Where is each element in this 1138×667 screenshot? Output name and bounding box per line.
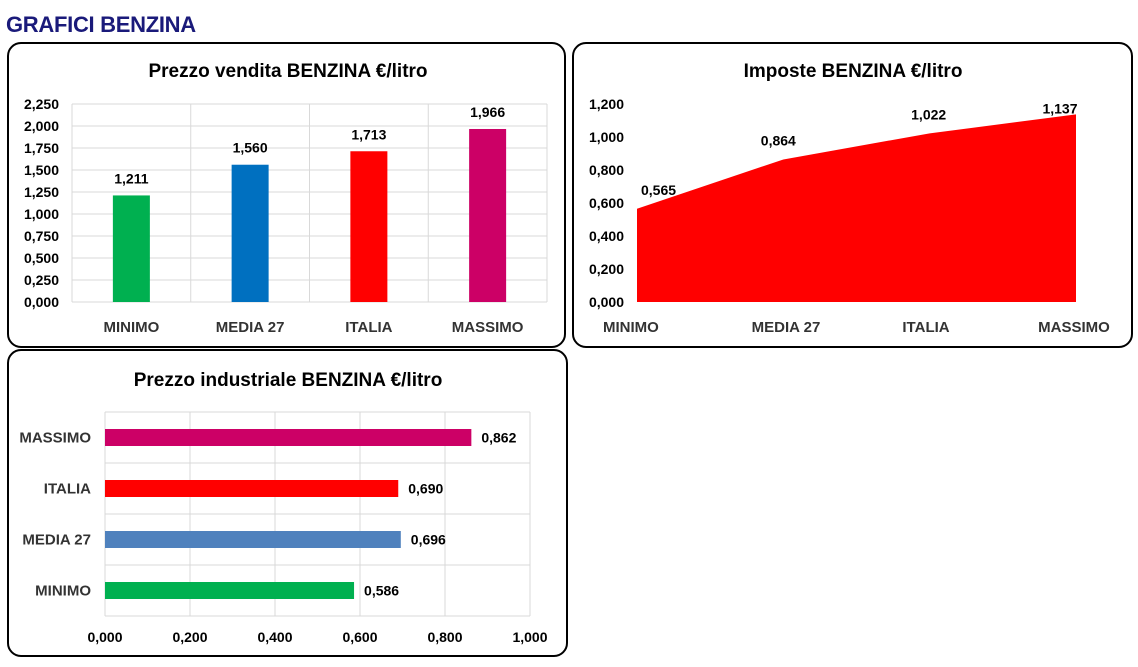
- x-tick-label: 0,600: [342, 629, 377, 645]
- data-label: 1,211: [114, 170, 148, 186]
- x-tick-label: ITALIA: [902, 319, 949, 336]
- y-tick-label: 0,750: [24, 228, 59, 244]
- chart-panel-prezzo-industriale: Prezzo industriale BENZINA €/litro 0,000 0…: [7, 349, 568, 657]
- bar: [105, 582, 355, 599]
- x-tick-label: 0,400: [257, 629, 292, 645]
- bar: [231, 164, 269, 302]
- y-tick-label: 0,000: [24, 294, 59, 310]
- y-tick-label: 1,000: [24, 206, 59, 222]
- chart-panel-imposte: Imposte BENZINA €/litro 0,000 0,200 0,400 0,…: [572, 42, 1133, 348]
- chart-title: Prezzo vendita BENZINA €/litro: [148, 61, 427, 82]
- bar: [105, 429, 472, 446]
- chart-panel-prezzo-vendita: Prezzo vendita BENZINA €/litro 0,000 0,250…: [7, 42, 566, 348]
- x-tick-label: MASSIMO: [452, 319, 524, 336]
- y-tick-label: 0,200: [589, 261, 624, 277]
- y-tick-label: 0,250: [24, 272, 59, 288]
- data-label: 0,586: [364, 583, 399, 599]
- horizontal-bar-chart: Prezzo industriale BENZINA €/litro 0,000 0…: [19, 370, 547, 645]
- area-series: [637, 114, 1076, 303]
- y-tick-label: 0,000: [589, 294, 624, 310]
- x-tick-label: 1,000: [512, 629, 547, 645]
- y-tick-label: 1,500: [24, 162, 59, 178]
- y-tick-label: 1,000: [589, 129, 624, 145]
- bar: [105, 531, 401, 548]
- data-label: 1,560: [233, 140, 268, 156]
- bar: [105, 480, 399, 497]
- y-tick-label: MINIMO: [35, 583, 91, 600]
- bar: [469, 128, 507, 302]
- area-chart: Imposte BENZINA €/litro 0,000 0,200 0,400 0,…: [589, 61, 1110, 336]
- y-tick-label: 0,600: [589, 195, 624, 211]
- y-tick-label: MASSIMO: [19, 430, 91, 447]
- data-label: 1,137: [1042, 100, 1077, 116]
- chart-title: Imposte BENZINA €/litro: [744, 61, 963, 82]
- data-label: 1,022: [911, 106, 946, 122]
- y-tick-label: ITALIA: [44, 481, 91, 498]
- bar: [112, 195, 150, 302]
- data-label: 1,713: [351, 126, 386, 142]
- x-tick-label: MEDIA 27: [752, 319, 821, 336]
- y-tick-label: 0,400: [589, 228, 624, 244]
- data-label: 0,690: [408, 481, 443, 497]
- y-tick-label: 1,750: [24, 140, 59, 156]
- x-tick-label: MINIMO: [603, 319, 659, 336]
- page-title: GRAFICI BENZINA: [6, 12, 196, 37]
- x-tick-label: 0,000: [87, 629, 122, 645]
- data-label: 0,864: [761, 132, 796, 148]
- y-tick-label: 2,250: [24, 96, 59, 112]
- y-tick-label: 1,200: [589, 96, 624, 112]
- y-tick-label: 2,000: [24, 118, 59, 134]
- x-tick-label: 0,200: [172, 629, 207, 645]
- data-label: 0,696: [411, 532, 446, 548]
- x-tick-label: MASSIMO: [1038, 319, 1110, 336]
- y-tick-label: 0,500: [24, 250, 59, 266]
- y-tick-label: MEDIA 27: [22, 532, 91, 549]
- x-tick-label: MEDIA 27: [216, 319, 285, 336]
- chart-title: Prezzo industriale BENZINA €/litro: [134, 370, 443, 391]
- y-tick-label: 0,800: [589, 162, 624, 178]
- x-tick-label: MINIMO: [103, 319, 159, 336]
- data-label: 1,966: [470, 104, 505, 120]
- y-tick-label: 1,250: [24, 184, 59, 200]
- data-label: 0,565: [641, 182, 676, 198]
- x-tick-label: ITALIA: [345, 319, 392, 336]
- bar: [350, 151, 388, 302]
- data-label: 0,862: [481, 430, 516, 446]
- vertical-bar-chart: Prezzo vendita BENZINA €/litro 0,000 0,250…: [24, 61, 548, 336]
- x-tick-label: 0,800: [427, 629, 462, 645]
